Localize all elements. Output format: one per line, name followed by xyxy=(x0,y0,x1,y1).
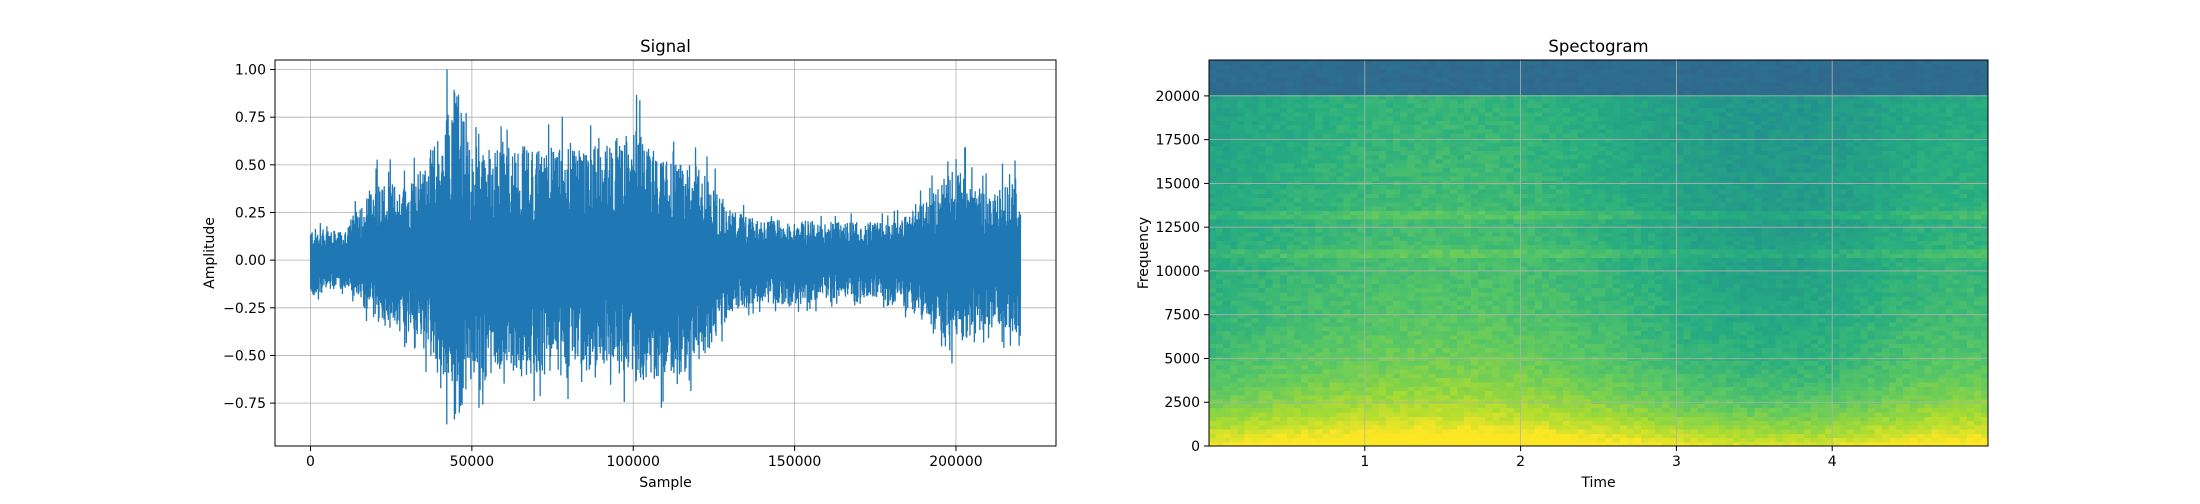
spectrogram-cell xyxy=(1492,60,1500,65)
signal-y-tick-label: 0.75 xyxy=(235,110,266,126)
spectrogram-cell xyxy=(1336,60,1344,65)
signal-x-ticks: 0 50000 100000 150000 200000 xyxy=(306,446,983,470)
signal-title: Signal xyxy=(640,37,691,56)
spectrogram-cell xyxy=(1400,60,1408,65)
signal-y-tick-label: 0.00 xyxy=(235,253,266,269)
spectrogram-cell xyxy=(1478,60,1486,65)
spectrogram-cell xyxy=(1556,60,1564,65)
spectrogram-cell xyxy=(1315,60,1323,65)
signal-x-tick-label: 150000 xyxy=(768,454,821,470)
signal-y-tick-label: 0.25 xyxy=(235,205,266,221)
spectrogram-cell xyxy=(1308,60,1316,65)
signal-y-tick-label: 1.00 xyxy=(235,63,266,79)
signal-y-tick-label: −0.75 xyxy=(223,396,266,412)
signal-x-axis-label: Sample xyxy=(639,475,692,491)
signal-y-tick-label: −0.25 xyxy=(223,301,266,317)
spectrogram-cell xyxy=(1584,60,1592,65)
spectrogram-cell xyxy=(1542,60,1550,65)
spectrogram-cell xyxy=(1379,60,1387,65)
spectrogram-cell xyxy=(1280,60,1288,65)
signal-y-ticks: −0.75 −0.50 −0.25 0.00 0.25 0.50 0.75 1.00 xyxy=(223,63,275,413)
spectrogram-cell xyxy=(1266,60,1274,65)
spectrogram-cell xyxy=(1506,60,1514,65)
spectrogram-cell xyxy=(1436,60,1444,65)
spectrogram-cell xyxy=(1471,60,1479,65)
spectrogram-title: Spectogram xyxy=(1548,37,1648,56)
spectrogram-cell xyxy=(1372,60,1380,65)
spectrogram-image xyxy=(1209,60,1989,447)
signal-x-tick-label: 100000 xyxy=(607,454,660,470)
spectrogram-cell xyxy=(1443,60,1451,65)
spectrogram-cell xyxy=(1301,60,1309,65)
spectrogram-cell xyxy=(1329,60,1337,65)
signal-x-tick-label: 50000 xyxy=(450,454,495,470)
spectrogram-cell xyxy=(1287,60,1295,65)
spectrogram-cell xyxy=(1535,60,1543,65)
spectrogram-cell xyxy=(1216,60,1224,65)
spectrogram-cell xyxy=(1549,60,1557,65)
spectrogram-cell xyxy=(1386,60,1394,65)
signal-waveform xyxy=(311,69,1021,424)
spectrogram-cell xyxy=(1365,60,1373,65)
spectrogram-cell xyxy=(1237,60,1245,65)
signal-line xyxy=(311,69,1021,424)
spectrogram-cell xyxy=(1351,60,1359,65)
signal-x-tick-label: 0 xyxy=(306,454,315,470)
spectrogram-cell xyxy=(1230,60,1238,65)
spectrogram-cell xyxy=(1485,60,1493,65)
spectrogram-cell xyxy=(1393,60,1401,65)
spectrogram-cell xyxy=(1259,60,1267,65)
spectrogram-cell xyxy=(1499,60,1507,65)
signal-y-tick-label: 0.50 xyxy=(235,158,266,174)
signal-y-tick-label: −0.50 xyxy=(223,348,266,364)
spectrogram-cell xyxy=(1251,60,1259,65)
spectrogram-cell xyxy=(1464,60,1472,65)
spectrogram-cell xyxy=(1209,60,1217,65)
spectrogram-cell xyxy=(1344,60,1352,65)
spectrogram-cell xyxy=(1407,60,1415,65)
spectrogram-cell xyxy=(1450,60,1458,65)
spectrogram-cell xyxy=(1273,60,1281,65)
spectrogram-cell xyxy=(1577,60,1585,65)
spectrogram-cell xyxy=(1414,60,1422,65)
spectrogram-cell xyxy=(1570,60,1578,65)
signal-y-axis-label: Amplitude xyxy=(202,217,218,289)
spectrogram-cell xyxy=(1294,60,1302,65)
spectrogram-cell xyxy=(1244,60,1252,65)
spectrogram-cell xyxy=(1521,60,1529,65)
spectrogram-cell xyxy=(1421,60,1429,65)
spectrogram-cell xyxy=(1563,60,1571,65)
spectrogram-cell xyxy=(1322,60,1330,65)
signal-x-tick-label: 200000 xyxy=(929,454,982,470)
spectrogram-cell xyxy=(1528,60,1536,65)
spectrogram-cell xyxy=(1223,60,1231,65)
spectrogram-cell xyxy=(1457,60,1465,65)
spectrogram-cell xyxy=(1429,60,1437,65)
